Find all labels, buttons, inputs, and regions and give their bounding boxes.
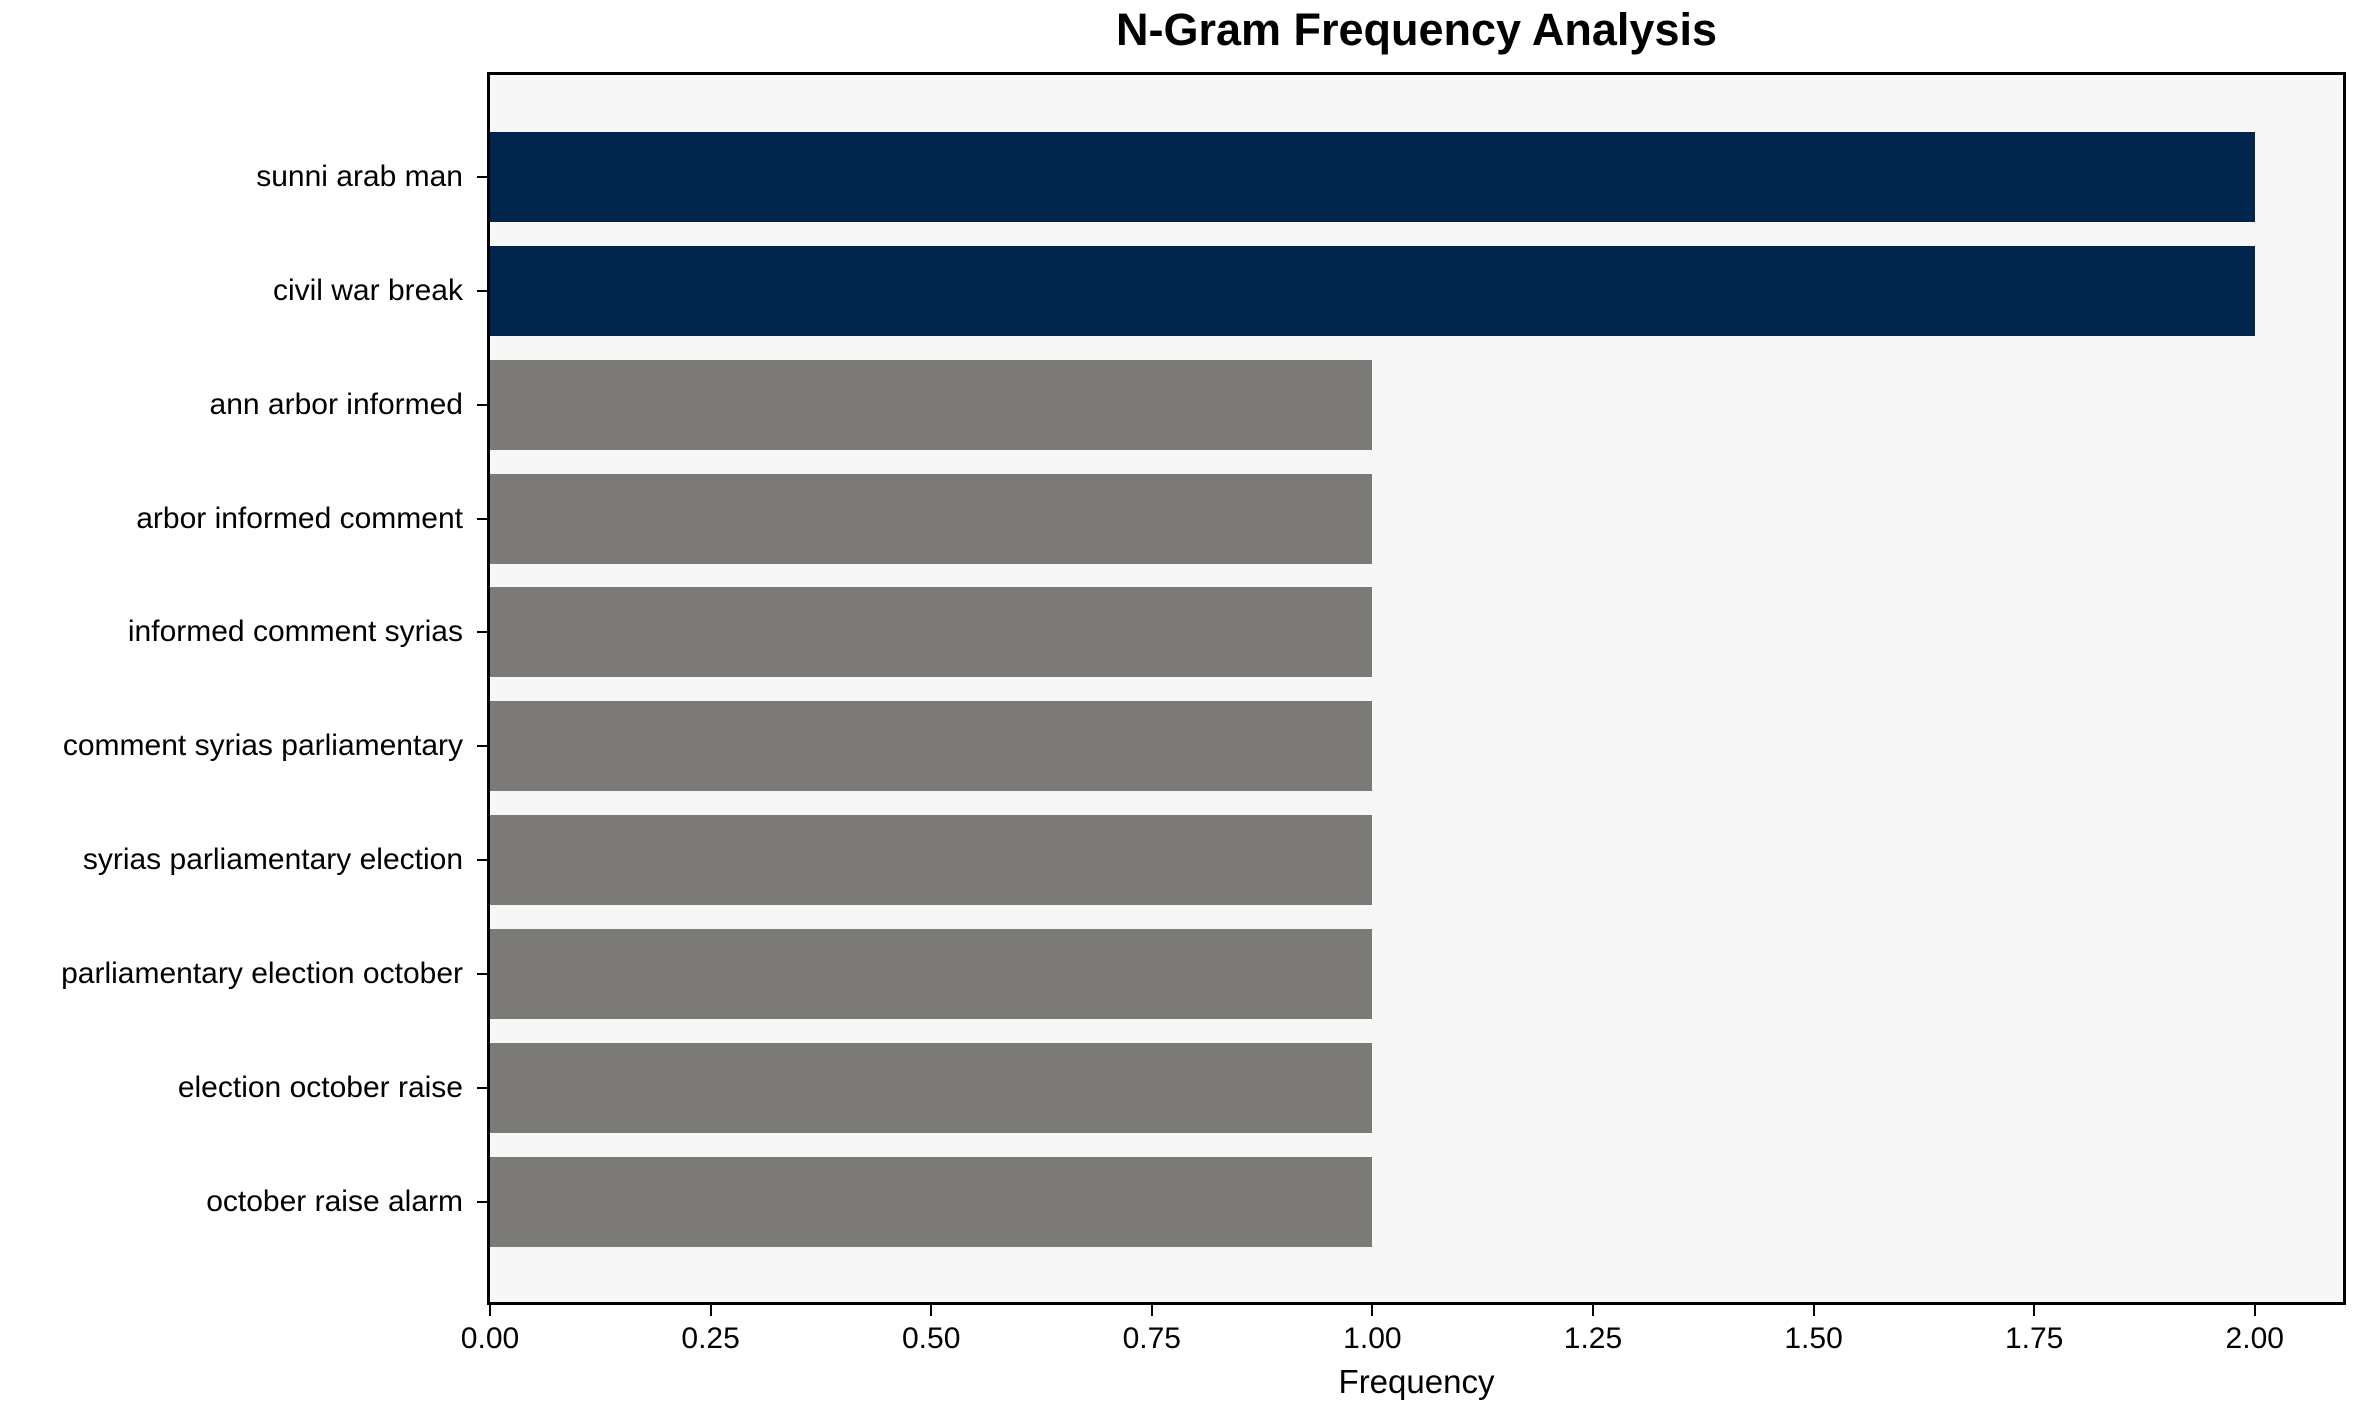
y-tick-label: ann arbor informed <box>209 387 463 421</box>
bar <box>490 473 1373 564</box>
bar <box>490 1042 1373 1133</box>
x-tick-label: 0.25 <box>681 1322 740 1355</box>
y-tick-label: october raise alarm <box>206 1184 463 1218</box>
x-tick-label: 2.00 <box>2225 1322 2284 1355</box>
bar <box>490 928 1373 1019</box>
x-tick-label: 1.75 <box>2004 1322 2064 1355</box>
x-tick-mark <box>1591 1305 1594 1316</box>
y-tick-mark <box>477 176 487 178</box>
y-tick-mark <box>477 631 487 634</box>
x-tick-mark <box>930 1305 933 1316</box>
y-tick-mark <box>477 859 487 862</box>
x-tick-label: 1.25 <box>1563 1322 1623 1355</box>
x-tick-label: 1.00 <box>1343 1322 1402 1355</box>
chart-title: N-Gram Frequency Analysis <box>1115 4 1718 55</box>
y-tick-mark <box>477 403 487 406</box>
bar <box>490 359 1373 450</box>
y-tick-mark <box>477 289 487 292</box>
y-tick-mark <box>477 1086 487 1089</box>
y-tick-label: sunni arab man <box>256 160 463 193</box>
y-tick-label: election october raise <box>177 1070 463 1104</box>
x-tick-mark <box>1150 1305 1153 1316</box>
bar <box>490 815 1373 906</box>
y-tick-label: syrias parliamentary election <box>82 843 463 877</box>
bar <box>490 132 2255 222</box>
y-tick-label: arbor informed comment <box>136 501 463 535</box>
x-tick-mark <box>1371 1305 1374 1316</box>
y-axis-labels: sunni arab man civil war break ann arbor i… <box>0 72 473 1305</box>
x-tick-label: 0.50 <box>901 1322 961 1355</box>
x-tick-mark <box>2033 1305 2036 1316</box>
y-tick-mark <box>477 1200 487 1203</box>
x-axis-label: Frequency <box>1338 1363 1495 1400</box>
x-tick-mark <box>709 1305 712 1316</box>
y-tick-mark <box>477 517 487 520</box>
y-tick-label: parliamentary election october <box>61 956 463 990</box>
y-tick-label: civil war break <box>272 273 463 307</box>
bar <box>490 701 1373 792</box>
x-tick-mark <box>2253 1305 2256 1316</box>
y-tick-label: comment syrias parliamentary <box>62 729 463 763</box>
x-tick-mark <box>1812 1305 1815 1316</box>
bar <box>490 1156 1373 1247</box>
bar <box>490 587 1373 678</box>
plot-area <box>487 72 2346 1305</box>
bar <box>490 245 2255 336</box>
bars-container <box>490 75 2343 1302</box>
y-tick-mark <box>477 972 487 975</box>
x-tick-label: 0.00 <box>460 1322 520 1355</box>
x-tick-label: 1.50 <box>1784 1322 1843 1355</box>
x-tick-mark <box>489 1305 491 1316</box>
x-tick-label: 0.75 <box>1122 1322 1181 1355</box>
y-tick-label: informed comment syrias <box>127 615 463 649</box>
y-tick-mark <box>477 745 487 748</box>
